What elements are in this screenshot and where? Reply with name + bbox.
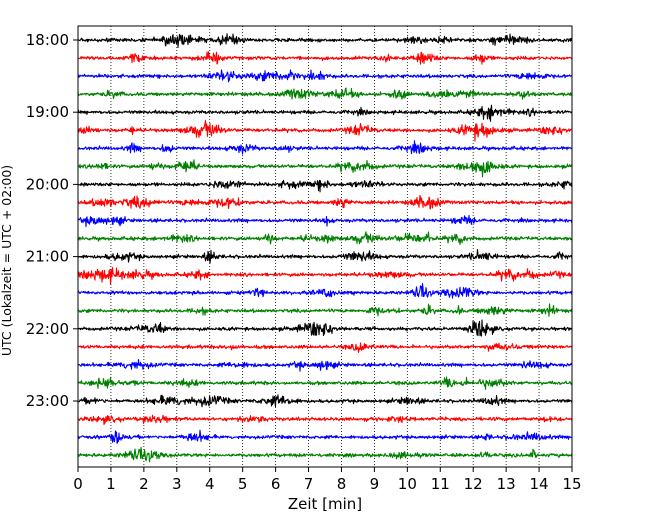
trace-2015	[77, 194, 573, 210]
plot-frame	[77, 25, 573, 468]
x-tick-label-2: 2	[139, 475, 149, 493]
x-axis-label: Zeit [min]	[288, 495, 362, 513]
y-tick-label-2200: 22:00	[26, 320, 69, 338]
trace-2345	[77, 446, 573, 463]
x-tick-label-0: 0	[73, 475, 83, 493]
y-tick-label-1800: 18:00	[26, 31, 69, 49]
x-tick-label-9: 9	[370, 475, 380, 493]
trace-1945	[77, 159, 573, 178]
x-tick-label-3: 3	[172, 475, 182, 493]
x-tick-label-15: 15	[562, 475, 581, 493]
trace-2200	[77, 319, 573, 337]
x-tick-label-13: 13	[497, 475, 516, 493]
x-tick-label-7: 7	[304, 475, 314, 493]
trace-1815	[77, 51, 573, 65]
x-tick-label-1: 1	[106, 475, 116, 493]
trace-2230	[77, 359, 573, 372]
trace-2330	[77, 429, 573, 444]
y-axis-label: UTC (Lokalzeit = UTC + 02:00)	[0, 165, 14, 356]
trace-2030	[77, 214, 573, 228]
x-tick-label-11: 11	[431, 475, 450, 493]
trace-1830	[77, 69, 573, 83]
trace-1845	[77, 87, 573, 100]
y-tick-label-1900: 19:00	[26, 103, 69, 121]
trace-1915	[77, 120, 573, 142]
trace-2145	[77, 303, 573, 317]
x-tick-label-12: 12	[464, 475, 483, 493]
seismogram-traces	[77, 33, 573, 463]
trace-2115	[77, 267, 573, 285]
x-tick-label-8: 8	[337, 475, 347, 493]
trace-2045	[77, 231, 573, 246]
x-tick-label-5: 5	[238, 475, 248, 493]
trace-2315	[77, 414, 573, 426]
trace-1800	[77, 33, 573, 48]
x-axis-ticks: 0 1 2 3 4 5 6 7 8 9 10 11 12 13 14 15	[73, 467, 582, 493]
trace-2100	[77, 249, 573, 264]
y-tick-label-2300: 23:00	[26, 392, 69, 410]
x-tick-label-10: 10	[398, 475, 417, 493]
trace-2130	[77, 282, 573, 299]
trace-2300	[77, 394, 573, 408]
trace-2245	[77, 376, 573, 390]
y-tick-label-2000: 20:00	[26, 175, 69, 193]
y-axis-ticks: 18:00 19:00 20:00 21:00 22:00 23:00	[26, 31, 78, 410]
x-tick-label-14: 14	[530, 475, 549, 493]
y-tick-label-2100: 21:00	[26, 248, 69, 266]
trace-2215	[77, 342, 573, 354]
x-tick-label-4: 4	[205, 475, 215, 493]
x-tick-label-6: 6	[271, 475, 281, 493]
trace-2000	[77, 179, 573, 193]
trace-1900	[77, 104, 573, 122]
trace-1930	[77, 140, 573, 155]
